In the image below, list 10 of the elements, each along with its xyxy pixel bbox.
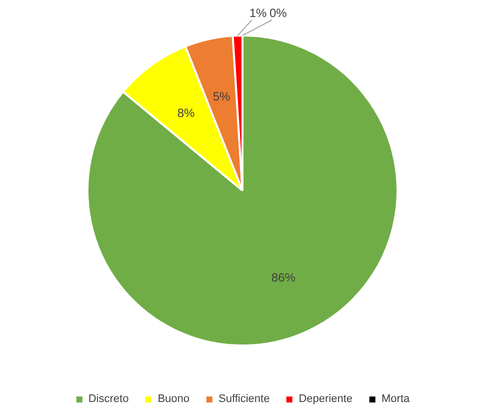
data-label: 8% xyxy=(177,106,196,120)
legend-label: Morta xyxy=(382,393,410,405)
legend-label: Buono xyxy=(158,393,190,405)
data-label: 5% xyxy=(212,90,231,104)
legend-label: Deperiente xyxy=(298,393,353,405)
legend-label: Sufficiente xyxy=(218,393,270,405)
legend-label: Discreto xyxy=(88,393,129,405)
data-label: 86% xyxy=(271,270,296,284)
data-label: 1% xyxy=(249,6,267,20)
text: 0% xyxy=(269,6,287,20)
